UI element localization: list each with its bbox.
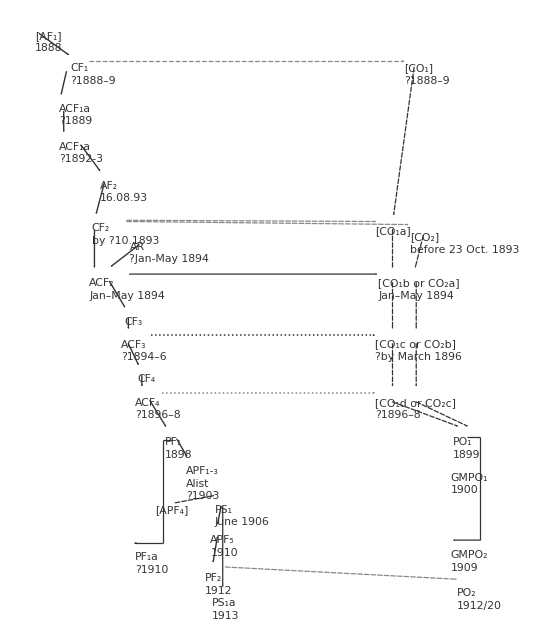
Text: APF₅
1910: APF₅ 1910 [210, 535, 238, 558]
Text: CF₂
by ?10.1893: CF₂ by ?10.1893 [92, 223, 159, 246]
Text: [CO₁d or CO₂c]
?1896–8: [CO₁d or CO₂c] ?1896–8 [375, 397, 456, 420]
Text: GMPO₂
1909: GMPO₂ 1909 [450, 550, 488, 573]
Text: ACF₂
Jan–May 1894: ACF₂ Jan–May 1894 [89, 278, 165, 301]
Text: AR
?Jan-May 1894: AR ?Jan-May 1894 [129, 241, 210, 264]
Text: PF₁
1898: PF₁ 1898 [164, 437, 192, 460]
Text: [CO₂]
before 23 Oct. 1893: [CO₂] before 23 Oct. 1893 [410, 233, 519, 255]
Text: PO₁
1899: PO₁ 1899 [453, 437, 480, 460]
Text: AF₂
16.08.93: AF₂ 16.08.93 [100, 180, 148, 203]
Text: PO₂
1912/20: PO₂ 1912/20 [457, 588, 502, 611]
Text: [CO₁b or CO₂a]
Jan–May 1894: [CO₁b or CO₂a] Jan–May 1894 [378, 278, 460, 301]
Text: PS₁
June 1906: PS₁ June 1906 [214, 505, 270, 527]
Text: [CO₁a]: [CO₁a] [375, 227, 410, 236]
Text: GMPO₁
1900: GMPO₁ 1900 [450, 473, 488, 495]
Text: CF₃: CF₃ [124, 317, 142, 327]
Text: CF₁
?1888–9: CF₁ ?1888–9 [70, 63, 116, 85]
Text: ACF₃
?1894–6: ACF₃ ?1894–6 [122, 339, 167, 362]
Text: [CO₁]
?1888–9: [CO₁] ?1888–9 [404, 63, 450, 85]
Text: ACF₄
?1896–8: ACF₄ ?1896–8 [135, 397, 180, 420]
Text: ACF₁a
?1889: ACF₁a ?1889 [59, 104, 92, 127]
Text: [AF₁]
1888: [AF₁] 1888 [35, 31, 63, 53]
Text: [CO₁c or CO₂b]
?by March 1896: [CO₁c or CO₂b] ?by March 1896 [375, 339, 461, 362]
Text: PS₁a
1913: PS₁a 1913 [212, 598, 239, 621]
Text: [APF₄]: [APF₄] [155, 505, 189, 515]
Text: ACF₁a
?1892-3: ACF₁a ?1892-3 [59, 142, 103, 164]
Text: PF₂
1912: PF₂ 1912 [205, 573, 233, 595]
Text: APF₁-₃
Alist
?1903: APF₁-₃ Alist ?1903 [186, 466, 219, 501]
Text: PF₁a
?1910: PF₁a ?1910 [135, 552, 168, 575]
Text: CF₄: CF₄ [138, 374, 156, 384]
